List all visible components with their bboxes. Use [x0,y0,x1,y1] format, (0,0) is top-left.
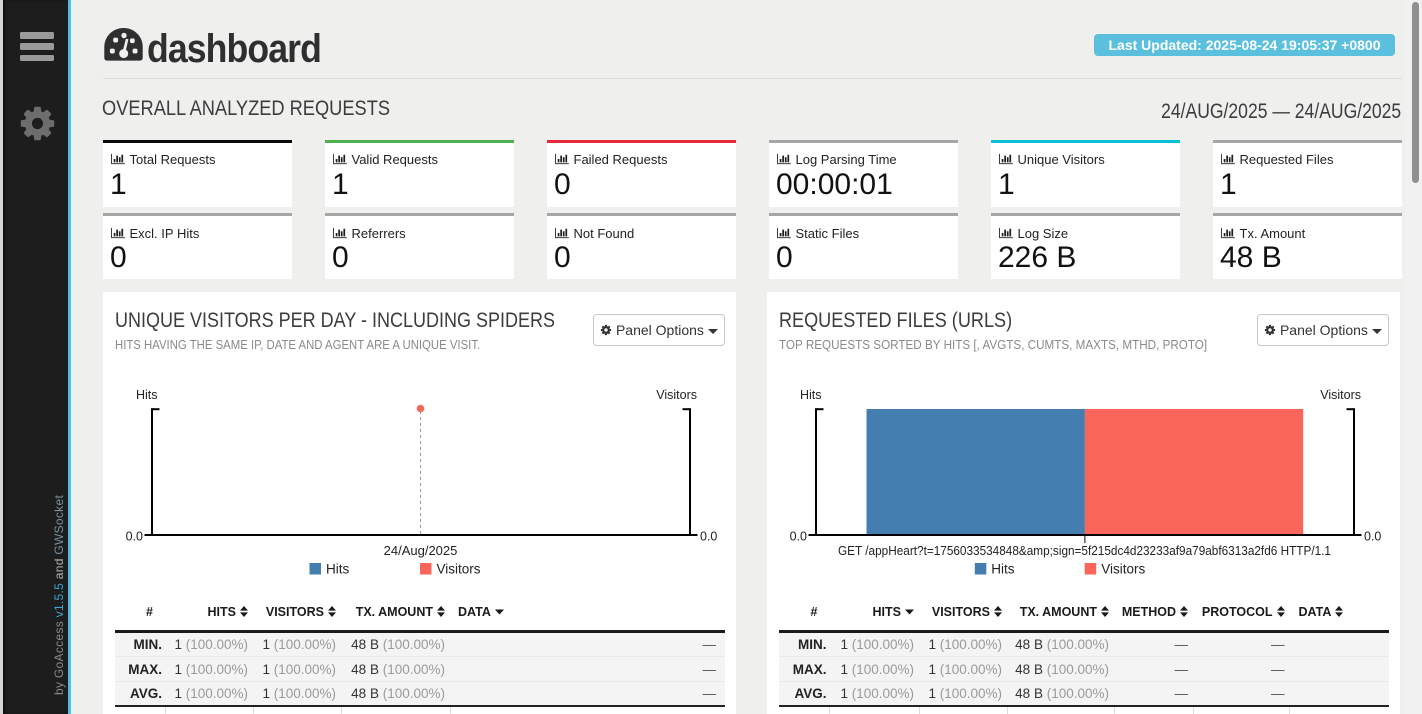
svg-text:24/Aug/2025: 24/Aug/2025 [384,543,458,558]
svg-text:Hits: Hits [991,562,1014,577]
svg-text:0.0: 0.0 [1364,530,1381,544]
svg-text:0.0: 0.0 [126,530,143,544]
svg-text:0.0: 0.0 [700,530,717,544]
svg-text:Visitors: Visitors [437,562,481,577]
svg-text:GET /appHeart?t=1756033534848&: GET /appHeart?t=1756033534848&amp;sign=5… [838,544,1331,558]
svg-text:Visitors: Visitors [656,388,697,402]
svg-text:0.0: 0.0 [790,530,807,544]
svg-text:Hits: Hits [136,388,158,402]
svg-text:Hits: Hits [800,388,822,402]
svg-text:Hits: Hits [326,562,349,577]
svg-text:Visitors: Visitors [1101,562,1145,577]
svg-text:Visitors: Visitors [1320,388,1361,402]
